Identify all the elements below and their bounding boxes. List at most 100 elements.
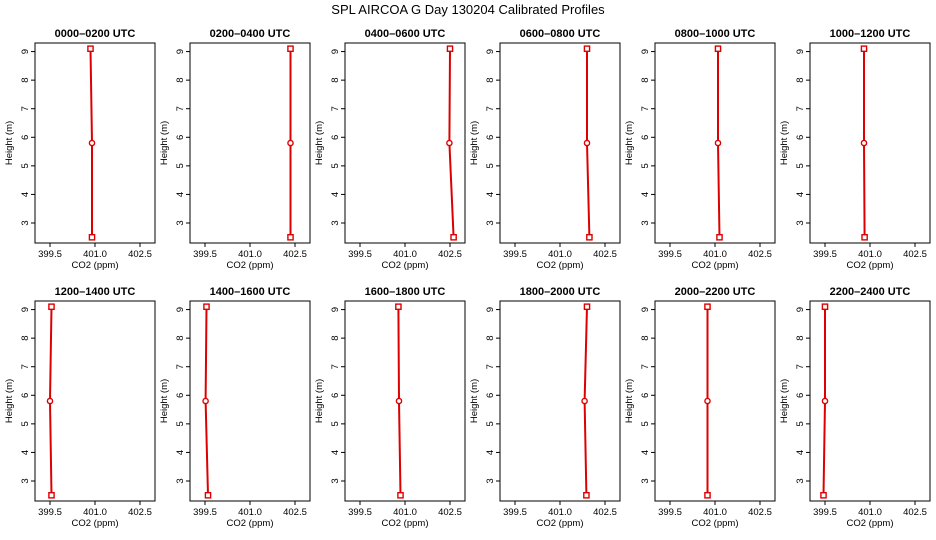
x-tick-label: 401.0 <box>83 507 107 518</box>
x-tick-label: 402.5 <box>438 249 462 260</box>
y-axis-label: Height (m) <box>779 379 790 423</box>
x-tick-label: 402.5 <box>593 249 617 260</box>
x-tick-label: 401.0 <box>393 249 417 260</box>
y-tick-label: 8 <box>20 335 31 340</box>
y-tick-label: 6 <box>795 135 806 140</box>
data-point <box>87 45 94 53</box>
y-axis-label: Height (m) <box>469 121 480 165</box>
panel-title: 1800–2000 UTC <box>520 286 601 298</box>
y-tick-label: 4 <box>20 192 31 197</box>
x-axis-label: CO2 (ppm) <box>537 518 584 529</box>
data-point <box>583 139 591 147</box>
panel-title: 0200–0400 UTC <box>210 28 291 40</box>
panel-10: 1800–2000 UTC 399.5 401.0 402.5 3 4 5 6 7 8 9 CO2 (… <box>469 286 621 529</box>
y-tick-label: 7 <box>795 364 806 369</box>
y-tick-label: 5 <box>20 163 31 168</box>
y-tick-label: 3 <box>20 478 31 483</box>
y-tick-label: 5 <box>485 421 496 426</box>
plot-frame <box>499 300 621 502</box>
data-point <box>716 233 723 241</box>
panel-title: 2200–2400 UTC <box>830 286 911 298</box>
data-point <box>48 491 55 499</box>
y-tick-label: 9 <box>175 49 186 54</box>
x-tick-label: 399.5 <box>503 249 527 260</box>
x-tick-label: 401.0 <box>83 249 107 260</box>
panel-title: 0800–1000 UTC <box>675 28 756 40</box>
panel-title: 1200–1400 UTC <box>55 286 136 298</box>
x-tick-label: 402.5 <box>593 507 617 518</box>
panel-11: 2000–2200 UTC 399.5 401.0 402.5 3 4 5 6 7 8 9 CO2 (… <box>624 286 776 529</box>
data-point <box>446 139 453 147</box>
y-tick-label: 6 <box>640 135 651 140</box>
data-point <box>714 45 722 53</box>
y-tick-label: 6 <box>175 393 186 398</box>
y-tick-label: 7 <box>485 364 496 369</box>
y-tick-label: 3 <box>485 478 496 483</box>
x-axis-label: CO2 (ppm) <box>847 260 894 271</box>
y-tick-label: 3 <box>330 478 341 483</box>
x-tick-label: 399.5 <box>658 249 682 260</box>
y-tick-label: 6 <box>330 393 341 398</box>
panels: 0000–0200 UTC 399.5 401.0 402.5 3 4 5 6 7 8 9 CO2 (… <box>4 28 931 529</box>
y-tick-label: 9 <box>20 49 31 54</box>
panel-title: 1000–1200 UTC <box>830 28 911 40</box>
y-tick-label: 8 <box>795 77 806 82</box>
y-tick-label: 8 <box>330 335 341 340</box>
x-axis-label: CO2 (ppm) <box>537 260 584 271</box>
panel-title: 0600–0800 UTC <box>520 28 601 40</box>
y-tick-label: 4 <box>485 450 496 455</box>
y-tick-label: 9 <box>485 49 496 54</box>
panel-title: 0000–0200 UTC <box>55 28 136 40</box>
y-tick-label: 9 <box>640 49 651 54</box>
chart-title: SPL AIRCOA G Day 130204 Calibrated Profi… <box>331 2 605 17</box>
data-point <box>287 233 294 241</box>
data-point <box>395 303 402 311</box>
x-tick-label: 402.5 <box>748 249 772 260</box>
y-axis-label: Height (m) <box>159 379 170 423</box>
x-tick-label: 401.0 <box>238 507 262 518</box>
y-tick-label: 9 <box>175 307 186 312</box>
x-tick-label: 402.5 <box>283 507 307 518</box>
data-point <box>860 139 868 147</box>
y-tick-label: 6 <box>20 135 31 140</box>
y-axis-label: Height (m) <box>314 379 325 423</box>
y-tick-label: 3 <box>640 478 651 483</box>
y-tick-label: 7 <box>20 106 31 111</box>
y-axis-label: Height (m) <box>624 379 635 423</box>
x-axis-label: CO2 (ppm) <box>227 260 274 271</box>
plot-frame <box>654 300 776 502</box>
y-tick-label: 4 <box>175 192 186 197</box>
x-axis-label: CO2 (ppm) <box>227 518 274 529</box>
data-point <box>48 303 55 311</box>
y-tick-label: 8 <box>640 335 651 340</box>
y-tick-label: 4 <box>640 450 651 455</box>
y-tick-label: 9 <box>795 49 806 54</box>
y-tick-label: 4 <box>330 192 341 197</box>
y-axis-label: Height (m) <box>779 121 790 165</box>
x-tick-label: 399.5 <box>348 249 372 260</box>
y-tick-label: 5 <box>175 163 186 168</box>
data-point <box>88 233 96 241</box>
data-point <box>88 139 96 147</box>
y-tick-label: 9 <box>640 307 651 312</box>
y-tick-label: 9 <box>330 307 341 312</box>
y-tick-label: 3 <box>20 220 31 225</box>
data-point <box>820 491 827 499</box>
y-axis-label: Height (m) <box>4 121 15 165</box>
data-point <box>446 45 454 53</box>
y-tick-label: 7 <box>795 106 806 111</box>
y-tick-label: 7 <box>175 364 186 369</box>
panel-8: 1400–1600 UTC 399.5 401.0 402.5 3 4 5 6 7 8 9 CO2 (… <box>159 286 311 529</box>
y-tick-label: 6 <box>175 135 186 140</box>
y-tick-label: 5 <box>640 421 651 426</box>
data-point <box>704 491 711 499</box>
y-tick-label: 7 <box>330 106 341 111</box>
y-tick-label: 3 <box>175 220 186 225</box>
panel-6: 1000–1200 UTC 399.5 401.0 402.5 3 4 5 6 7 8 9 CO2 (… <box>779 28 931 271</box>
y-tick-label: 4 <box>485 192 496 197</box>
x-axis-label: CO2 (ppm) <box>692 260 739 271</box>
panel-title: 2000–2200 UTC <box>675 286 756 298</box>
x-tick-label: 402.5 <box>438 507 462 518</box>
x-tick-label: 399.5 <box>503 507 527 518</box>
x-tick-label: 402.5 <box>748 507 772 518</box>
